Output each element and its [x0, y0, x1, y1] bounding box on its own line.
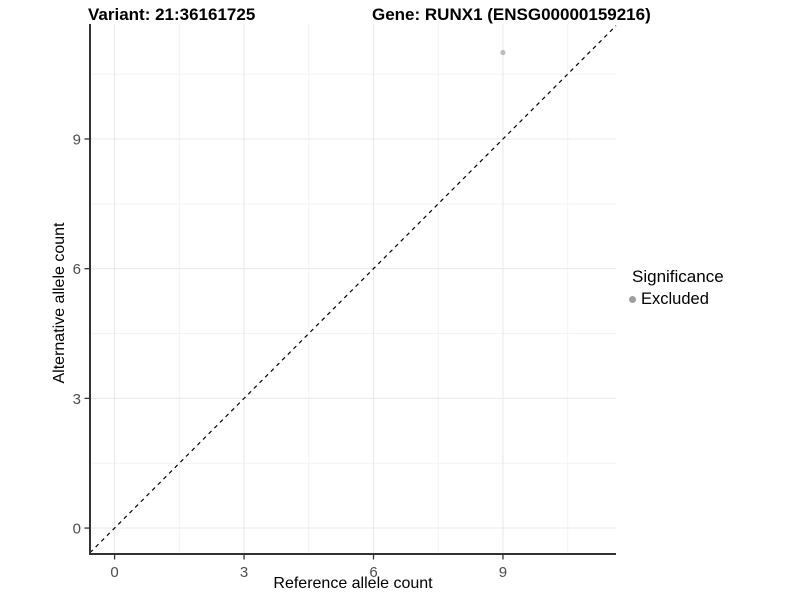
plot-title-variant: Variant: 21:36161725	[88, 5, 256, 24]
excluded-point-marker-icon	[629, 296, 636, 303]
data-point	[500, 49, 506, 56]
legend-entry-label: Excluded	[641, 290, 709, 308]
legend: Significance Excluded	[629, 267, 724, 309]
y-tick-label: 9	[73, 131, 81, 148]
x-tick-label: 9	[499, 564, 507, 581]
identity-line	[89, 25, 617, 554]
x-axis-title: Reference allele count	[273, 575, 433, 592]
y-axis-title: Alternative allele count	[51, 222, 68, 384]
y-tick-label: 3	[73, 391, 81, 408]
y-tick-label: 0	[73, 521, 81, 538]
plot-title-gene: Gene: RUNX1 (ENSG00000159216)	[372, 5, 651, 24]
y-tick-label: 6	[73, 261, 81, 278]
axis-lines	[89, 24, 616, 555]
x-tick-label: 0	[110, 564, 118, 581]
legend-title: Significance	[632, 267, 724, 286]
x-tick-label: 6	[369, 564, 377, 581]
x-tick-label: 3	[240, 564, 248, 581]
legend-entry-excluded: Excluded	[629, 290, 724, 309]
